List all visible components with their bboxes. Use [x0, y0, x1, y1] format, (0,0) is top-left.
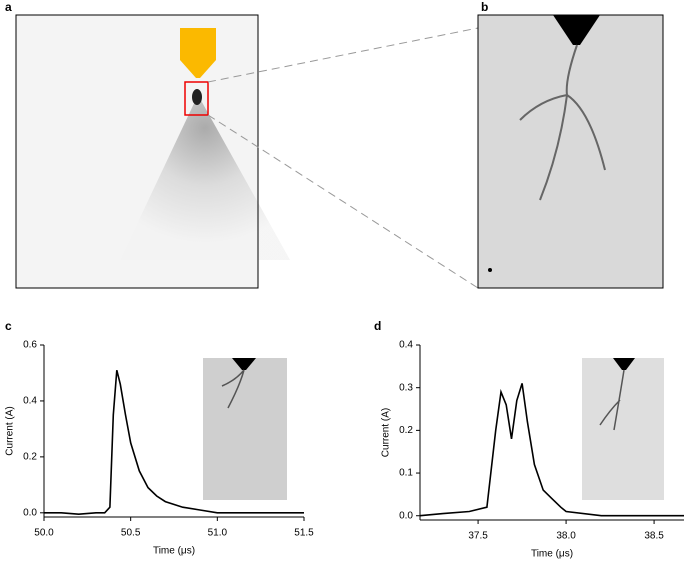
y-tick-label: 0.2 — [399, 425, 413, 436]
x-tick-label: 51.0 — [208, 528, 228, 539]
x-tick-label: 37.5 — [468, 531, 488, 542]
x-axis-label: Time (μs) — [153, 546, 195, 557]
y-tick-label: 0.1 — [399, 468, 413, 479]
x-tick-label: 38.0 — [556, 531, 576, 542]
hot-spot — [192, 89, 202, 105]
current-trace — [419, 383, 684, 517]
panel-label: c — [5, 319, 12, 333]
electrode-tip — [613, 358, 635, 370]
electrode — [180, 28, 216, 78]
zoom-image — [477, 14, 664, 289]
x-axis-label: Time (μs) — [531, 549, 573, 560]
streamer — [519, 44, 606, 201]
electrode-tip — [232, 358, 256, 370]
y-tick-label: 0.6 — [23, 340, 37, 351]
zoom-line — [207, 114, 479, 289]
zoom-line — [207, 27, 479, 83]
y-tick-label: 0.3 — [399, 382, 413, 393]
y-tick-label: 0.0 — [399, 510, 413, 521]
streamer — [221, 369, 245, 409]
x-tick-label: 50.0 — [34, 528, 54, 539]
inset-image — [203, 358, 287, 500]
discharge-glow — [120, 95, 290, 260]
current-trace — [44, 370, 304, 516]
panel-label: b — [481, 0, 488, 14]
y-tick-label: 0.4 — [23, 396, 37, 407]
electrode-tip — [553, 15, 600, 45]
y-tick-label: 0.2 — [23, 452, 37, 463]
zoom-box — [184, 81, 209, 116]
panel-label: a — [5, 0, 12, 14]
dot — [488, 268, 492, 272]
y-axis-label: Current (A) — [381, 408, 392, 457]
x-tick-label: 50.5 — [121, 528, 141, 539]
x-tick-label: 51.5 — [294, 528, 314, 539]
x-tick-label: 38.5 — [644, 531, 664, 542]
image-frame — [15, 14, 259, 289]
y-axis-label: Current (A) — [5, 406, 16, 455]
y-tick-label: 0.4 — [399, 340, 413, 351]
streamer — [599, 369, 625, 431]
inset-image — [582, 358, 664, 500]
panel-label: d — [374, 319, 381, 333]
y-tick-label: 0.0 — [23, 507, 37, 518]
